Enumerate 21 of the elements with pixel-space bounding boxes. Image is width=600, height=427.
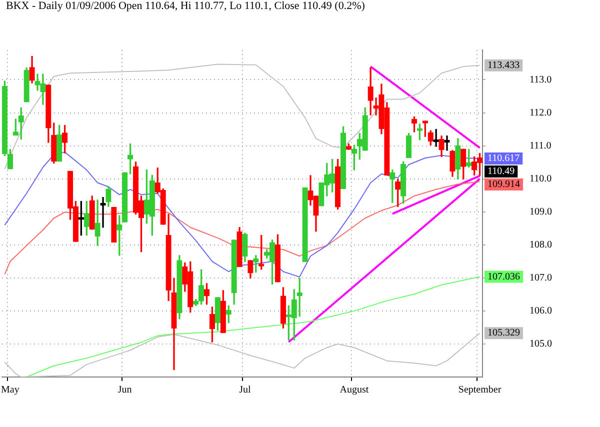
x-tick-label: Jul <box>239 384 252 396</box>
data-label: 105.329 <box>488 328 520 339</box>
y-tick-label: 112.0 <box>530 107 552 118</box>
y-tick-label: 107.0 <box>530 272 552 284</box>
x-tick-label: September <box>458 384 502 396</box>
x-tick-label: August <box>340 384 369 396</box>
y-tick-label: 106.0 <box>530 306 552 317</box>
data-label: 107.036 <box>488 271 520 282</box>
data-label: 113.433 <box>488 60 520 72</box>
data-label: 110.617 <box>488 153 520 164</box>
x-tick-label: May <box>1 384 20 396</box>
x-tick-label: Jun <box>118 384 132 396</box>
y-tick-label: 108.0 <box>530 240 552 251</box>
text: 110.49 <box>488 166 515 178</box>
y-tick-label: 113.0 <box>530 74 552 86</box>
data-label: 109.914 <box>488 179 520 190</box>
chart-title: BKX - Daily 01/09/2006 Open 110.64, Hi 110.77, Lo 110.1, Close 110.49 (0.2%) <box>6 0 366 12</box>
y-tick-label: 110.0 <box>530 173 552 184</box>
y-tick-label: 109.0 <box>530 206 552 218</box>
y-tick-label: 111.0 <box>530 140 552 152</box>
y-tick-label: 105.0 <box>530 338 552 350</box>
